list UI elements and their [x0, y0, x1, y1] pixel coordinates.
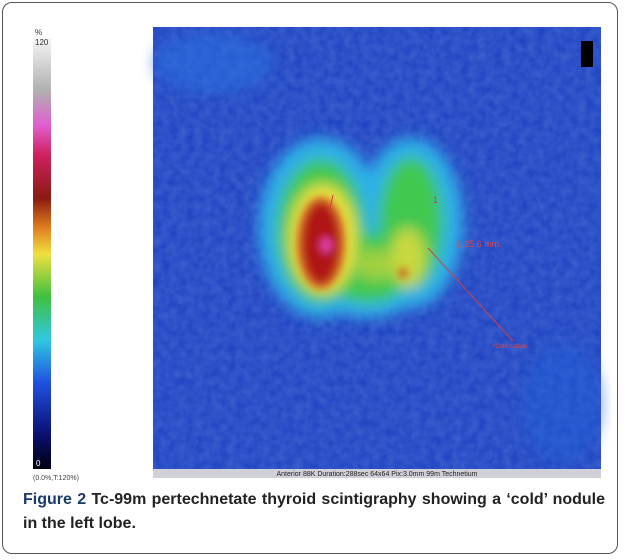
marker: 1	[433, 195, 438, 205]
caption: Figure 2 Tc-99m pertechnetate thyroid sc…	[23, 488, 605, 536]
measure-line	[328, 194, 334, 214]
scale-unit: %	[35, 28, 42, 37]
footer-bar	[153, 469, 601, 478]
scale-min: 0	[36, 459, 41, 468]
scan-footer: Anterior 88K Duration:288sec 64x64 Pix:3…	[276, 471, 477, 478]
figure: % 120 0 (0.0%,T:120%) 1 L 25.6 mm. *Cold…	[2, 2, 618, 554]
measurement: L 25.6 mm.	[457, 239, 502, 249]
scintigraphy-panel: % 120 0 (0.0%,T:120%) 1 L 25.6 mm. *Cold…	[33, 27, 603, 482]
color-scale	[33, 39, 51, 469]
annotation-arrow	[427, 247, 514, 342]
scale-range: (0.0%,T:120%)	[33, 475, 79, 482]
caption-text: Tc-99m pertechnetate thyroid scintigraph…	[23, 491, 606, 532]
scale-max: 120	[35, 38, 49, 47]
corner-mark	[581, 41, 593, 67]
annotation: *Cold nodule	[493, 344, 528, 350]
thyroid-uptake	[259, 138, 463, 318]
caption-label: Figure 2	[23, 491, 87, 508]
